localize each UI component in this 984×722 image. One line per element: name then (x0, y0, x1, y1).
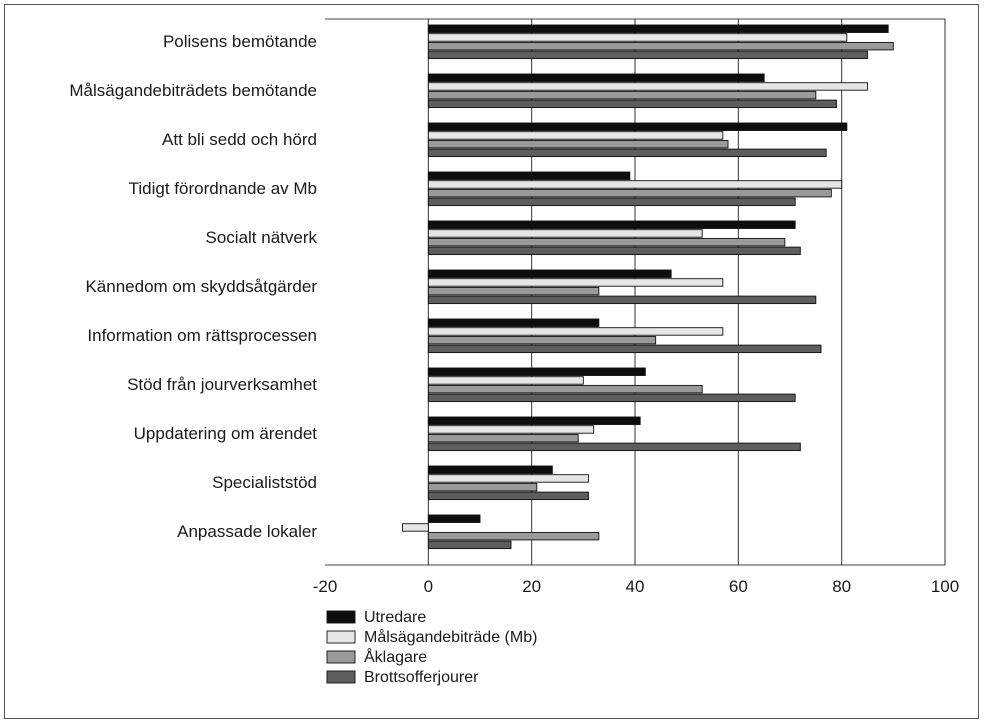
bar (427, 344, 822, 354)
bar (427, 33, 848, 42)
bar (427, 425, 595, 434)
category-label: Att bli sedd och hörd (162, 130, 317, 149)
bar (427, 540, 512, 550)
legend-swatch (326, 670, 356, 684)
bar (427, 24, 889, 33)
category-label: Kännedom om skyddsåtgärder (85, 277, 317, 296)
category-label: Information om rättsprocessen (87, 326, 317, 345)
bar (427, 416, 641, 425)
category-label: Polisens bemötande (163, 32, 317, 51)
bar (427, 433, 579, 443)
bar (427, 229, 703, 238)
bar (427, 148, 827, 158)
category-label: Målsägandebiträdets bemötande (69, 81, 317, 100)
x-tick-label: 60 (729, 577, 748, 596)
legend-swatch (326, 630, 356, 644)
bar (427, 171, 631, 180)
category-label: Stöd från jourverksamhet (127, 375, 317, 394)
bar (427, 41, 894, 51)
legend-label: Målsägandebiträde (Mb) (364, 628, 537, 646)
bar (427, 131, 724, 140)
bar (427, 295, 817, 305)
category-label: Tidigt förordnande av Mb (129, 179, 317, 198)
legend-label: Åklagare (364, 647, 427, 666)
bar (427, 246, 801, 256)
bar (427, 197, 796, 207)
bar (427, 327, 724, 336)
x-tick-label: 20 (522, 577, 541, 596)
bar (427, 269, 672, 278)
bar (427, 278, 724, 287)
bar (427, 237, 786, 247)
bar (427, 180, 843, 189)
bar (402, 523, 429, 532)
category-label: Anpassade lokaler (177, 522, 317, 541)
bar (427, 82, 868, 91)
bar-chart: -20 0 20 40 60 80 100 Polisens bemötande Målsäga… (69, 18, 959, 686)
bar (427, 335, 657, 345)
legend-label: Utredare (364, 609, 426, 626)
chart-frame: -20 0 20 40 60 80 100 Polisens bemötande Målsäga… (4, 4, 979, 719)
bar (427, 367, 646, 376)
bar (427, 384, 703, 394)
legend-swatch (326, 610, 356, 624)
bar (427, 122, 848, 131)
bar (427, 139, 729, 149)
category-label: Socialt nätverk (206, 228, 318, 247)
x-tick-label: 80 (832, 577, 851, 596)
bar (427, 514, 481, 523)
bar (427, 531, 600, 541)
bar (427, 376, 584, 385)
bar (427, 90, 817, 100)
x-tick-label: 0 (424, 577, 433, 596)
bar (427, 474, 589, 483)
bar (427, 50, 868, 60)
legend-swatch (326, 650, 356, 664)
x-tick-label: 100 (931, 577, 959, 596)
bar (427, 442, 801, 452)
legend-label: Brottsofferjourer (364, 669, 479, 686)
x-tick-label: 40 (626, 577, 645, 596)
bar (427, 482, 538, 492)
bar (427, 491, 589, 501)
bar (427, 73, 765, 82)
bar (427, 393, 796, 403)
category-label: Specialiststöd (212, 473, 317, 492)
bar (427, 318, 600, 327)
bar (427, 220, 796, 229)
category-label: Uppdatering om ärendet (134, 424, 318, 443)
bar (427, 286, 600, 296)
bar (427, 465, 553, 474)
bar (427, 188, 832, 198)
x-tick-label: -20 (313, 577, 338, 596)
bar (427, 99, 837, 109)
